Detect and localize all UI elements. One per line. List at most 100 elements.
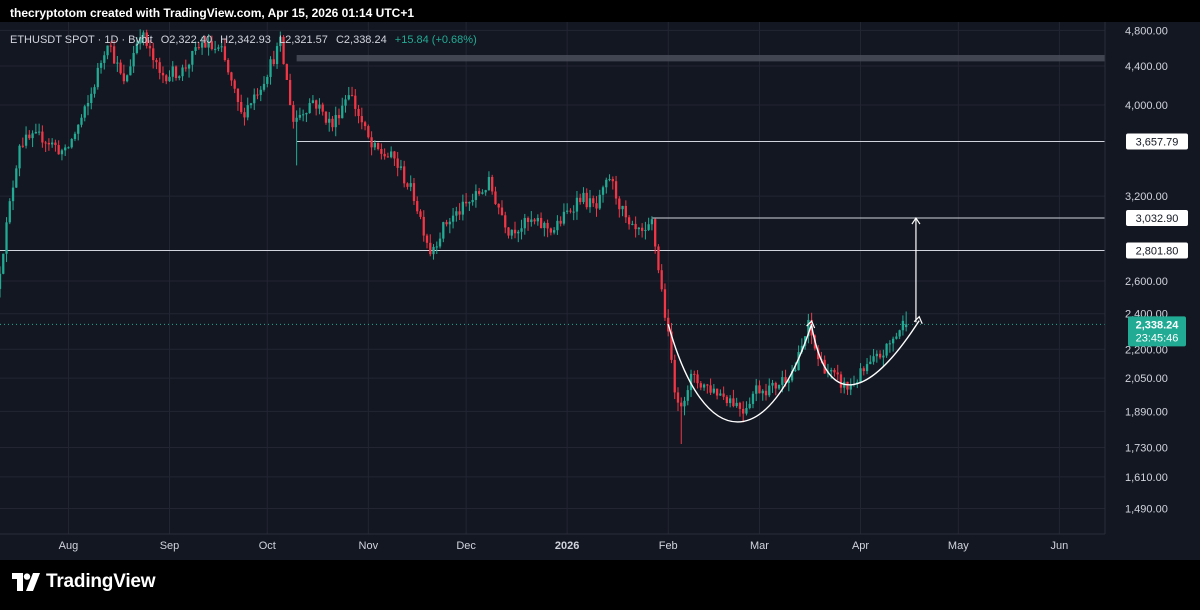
candle-body xyxy=(517,231,520,234)
candle-body xyxy=(233,80,236,89)
candle-body xyxy=(673,359,676,393)
candle-body xyxy=(194,47,197,51)
candle-body xyxy=(24,134,28,146)
candle-body xyxy=(360,116,363,123)
candle-body xyxy=(618,198,621,210)
price-axis[interactable]: 4,800.00 4,400.00 4,000.00 3,200.00 2,600.00… xyxy=(1104,22,1200,534)
candle-body xyxy=(292,105,295,122)
candle-body xyxy=(647,224,650,230)
candle-body xyxy=(412,183,416,202)
candle-body xyxy=(80,117,83,125)
x-tick-label: Apr xyxy=(852,540,869,552)
candle-body xyxy=(614,181,618,199)
candle-body xyxy=(70,139,73,148)
candle-body xyxy=(187,64,191,69)
legend-close: C2,338.24 xyxy=(336,34,387,46)
candle-body xyxy=(178,76,181,79)
candle-body xyxy=(601,187,605,195)
candle-body xyxy=(376,142,380,150)
candle-body xyxy=(344,99,347,106)
candle-body xyxy=(592,198,595,204)
y-tick-label: 3,200.00 xyxy=(1125,191,1168,203)
candle-body xyxy=(487,176,491,191)
candle-body xyxy=(878,353,882,358)
candle-body xyxy=(207,41,210,48)
y-tick-label: 1,890.00 xyxy=(1125,406,1168,418)
candle-body xyxy=(461,201,465,215)
candle-body xyxy=(103,55,106,63)
candle-body xyxy=(302,114,305,116)
candle-body xyxy=(781,377,784,385)
candle-body xyxy=(572,211,575,213)
candle-body xyxy=(764,390,768,396)
candle-body xyxy=(699,383,702,388)
y-tick-label: 4,000.00 xyxy=(1125,100,1168,112)
candle-body xyxy=(158,62,161,73)
candle-body xyxy=(341,105,344,119)
candle-body xyxy=(836,372,839,375)
x-tick-label: 2026 xyxy=(555,540,579,552)
candle-body xyxy=(719,393,722,396)
time-axis[interactable]: Aug Sep Oct Nov Dec 2026 Feb Mar Apr May Jun xyxy=(0,533,1200,560)
candle-body xyxy=(83,106,86,118)
cup-curve[interactable] xyxy=(667,323,813,423)
candle-body xyxy=(403,166,406,184)
candle-body xyxy=(386,156,390,158)
candle-body xyxy=(246,105,249,118)
candle-body xyxy=(621,205,624,210)
candle-body xyxy=(761,390,764,394)
candle-body xyxy=(347,95,350,100)
candle-body xyxy=(562,211,566,224)
candle-body xyxy=(305,113,308,115)
candle-body xyxy=(654,219,657,247)
candle-body xyxy=(266,76,269,84)
pattern-drawings[interactable] xyxy=(0,216,1105,423)
candle-body xyxy=(51,142,54,145)
handle-curve[interactable] xyxy=(810,320,920,386)
candle-body xyxy=(582,192,585,203)
candle-body xyxy=(552,230,556,233)
candle-body xyxy=(455,211,458,216)
candle-body xyxy=(556,220,559,231)
candle-body xyxy=(321,104,324,112)
candle-body xyxy=(425,235,429,243)
candle-body xyxy=(93,87,96,94)
candle-body xyxy=(370,137,373,148)
candle-body xyxy=(732,398,735,407)
level-label: 2,801.80 xyxy=(1136,245,1179,257)
candle-body xyxy=(350,95,354,97)
candle-body xyxy=(142,32,145,38)
candle-body xyxy=(18,145,21,169)
x-tick-label: Mar xyxy=(750,540,769,552)
candle-body xyxy=(15,168,18,188)
candle-body xyxy=(598,194,601,209)
candle-body xyxy=(712,388,715,393)
candle-body xyxy=(96,67,99,88)
candle-body xyxy=(608,179,611,181)
candle-body xyxy=(885,343,888,356)
candle-body xyxy=(419,211,422,217)
candle-body xyxy=(54,142,57,146)
y-tick-label: 2,050.00 xyxy=(1125,373,1168,385)
bar-countdown-label: 23:45:46 xyxy=(1136,332,1179,344)
candle-body xyxy=(790,371,794,381)
candle-body xyxy=(240,101,243,113)
horizontal-levels[interactable] xyxy=(0,140,1105,251)
candle-body xyxy=(227,59,230,73)
symbol-legend[interactable]: ETHUSDT SPOT · 1D · Bybit O2,322.40 H2,3… xyxy=(10,34,477,46)
candle-body xyxy=(396,158,399,168)
candle-body xyxy=(354,95,357,109)
candle-body xyxy=(869,361,872,365)
candle-body xyxy=(262,83,266,90)
candle-body xyxy=(64,147,67,151)
candle-body xyxy=(575,197,579,212)
candle-body xyxy=(432,246,435,255)
candle-body xyxy=(57,145,60,155)
candle-body xyxy=(308,103,311,114)
candle-body xyxy=(295,117,298,122)
price-chart[interactable]: 4,800.00 4,400.00 4,000.00 3,200.00 2,600.00… xyxy=(0,22,1200,560)
candle-body xyxy=(849,384,852,390)
legend-high: H2,342.93 xyxy=(220,34,271,46)
candle-body xyxy=(898,330,901,337)
